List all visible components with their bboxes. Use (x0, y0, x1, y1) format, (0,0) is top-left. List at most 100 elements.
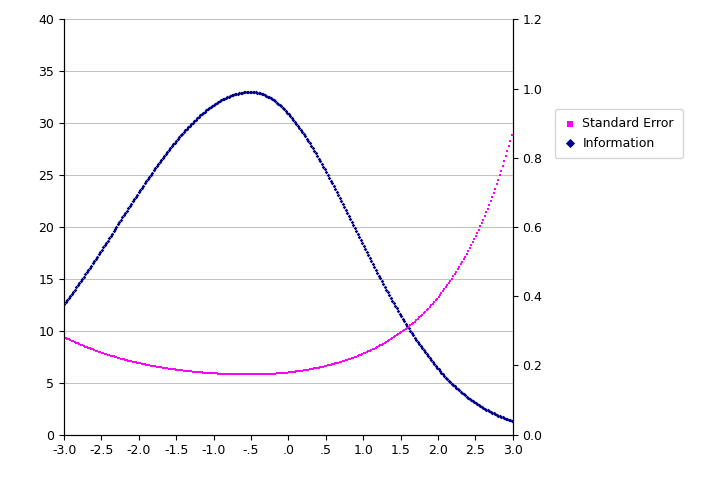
Information (494, 412, 506, 420)
Information (410, 336, 422, 343)
Standard Error (357, 350, 368, 358)
Information (395, 312, 407, 320)
Standard Error (440, 283, 451, 291)
Standard Error (273, 369, 284, 377)
Standard Error (283, 369, 295, 376)
Standard Error (246, 370, 257, 378)
Information (319, 166, 330, 173)
Information (125, 202, 136, 210)
Standard Error (300, 366, 311, 374)
Standard Error (402, 324, 413, 332)
Information (349, 224, 360, 232)
Information (105, 232, 116, 240)
Information (274, 101, 286, 109)
Standard Error (111, 354, 122, 361)
Standard Error (263, 370, 275, 378)
Information (503, 416, 515, 424)
Information (228, 91, 239, 99)
Standard Error (240, 370, 251, 378)
Standard Error (280, 369, 291, 377)
Standard Error (307, 365, 318, 373)
Information (213, 98, 224, 106)
Information (155, 158, 166, 166)
Standard Error (175, 366, 187, 374)
Information (372, 269, 383, 277)
Standard Error (157, 364, 169, 371)
Information (286, 114, 298, 122)
Information (99, 242, 110, 249)
Standard Error (129, 358, 140, 366)
Information (69, 286, 80, 294)
Standard Error (122, 357, 134, 365)
Standard Error (419, 308, 431, 315)
Standard Error (133, 359, 145, 367)
Information (140, 180, 151, 187)
Information (75, 277, 86, 285)
Standard Error (412, 315, 423, 323)
Standard Error (388, 334, 399, 341)
Standard Error (333, 359, 344, 367)
Standard Error (491, 180, 503, 188)
Information (115, 216, 127, 224)
Information (424, 355, 435, 362)
Information (190, 116, 201, 124)
Information (103, 234, 115, 242)
Information (439, 372, 450, 380)
Standard Error (394, 329, 405, 337)
Standard Error (112, 354, 124, 362)
Standard Error (266, 370, 278, 378)
Information (441, 375, 453, 383)
Information (208, 101, 219, 109)
Information (300, 132, 311, 140)
Information (358, 242, 370, 250)
Standard Error (183, 367, 194, 375)
Standard Error (340, 356, 351, 364)
Information (388, 299, 399, 307)
Standard Error (174, 366, 185, 374)
Information (238, 89, 249, 97)
Standard Error (278, 369, 290, 377)
Information (126, 200, 137, 208)
Information (235, 89, 246, 97)
Information (79, 270, 90, 278)
Information (446, 380, 458, 387)
Information (72, 282, 83, 289)
Information (234, 89, 245, 97)
Information (211, 99, 223, 107)
Information (68, 288, 79, 296)
Information (433, 366, 444, 373)
Standard Error (235, 370, 246, 378)
Information (232, 90, 244, 98)
Standard Error (455, 260, 466, 268)
Information (331, 188, 342, 196)
Standard Error (178, 367, 189, 374)
Standard Error (316, 363, 328, 371)
Information (422, 353, 434, 360)
Standard Error (383, 336, 394, 344)
Information (334, 194, 345, 202)
Standard Error (270, 370, 281, 378)
Standard Error (479, 212, 491, 220)
Standard Error (106, 352, 117, 360)
Information (145, 171, 157, 179)
Standard Error (343, 355, 355, 363)
Information (295, 126, 306, 134)
Standard Error (214, 370, 226, 378)
Standard Error (410, 316, 422, 324)
Standard Error (433, 293, 444, 300)
Standard Error (224, 370, 236, 378)
Standard Error (478, 215, 489, 223)
Standard Error (421, 306, 432, 314)
Standard Error (370, 344, 382, 352)
Information (382, 288, 393, 296)
Information (466, 396, 477, 404)
Information (452, 385, 464, 393)
Standard Error (159, 364, 170, 372)
Standard Error (414, 313, 425, 321)
Standard Error (73, 340, 85, 348)
Standard Error (382, 337, 393, 345)
Standard Error (66, 337, 78, 344)
Information (189, 117, 200, 125)
Standard Error (75, 341, 86, 349)
Information (449, 383, 461, 390)
